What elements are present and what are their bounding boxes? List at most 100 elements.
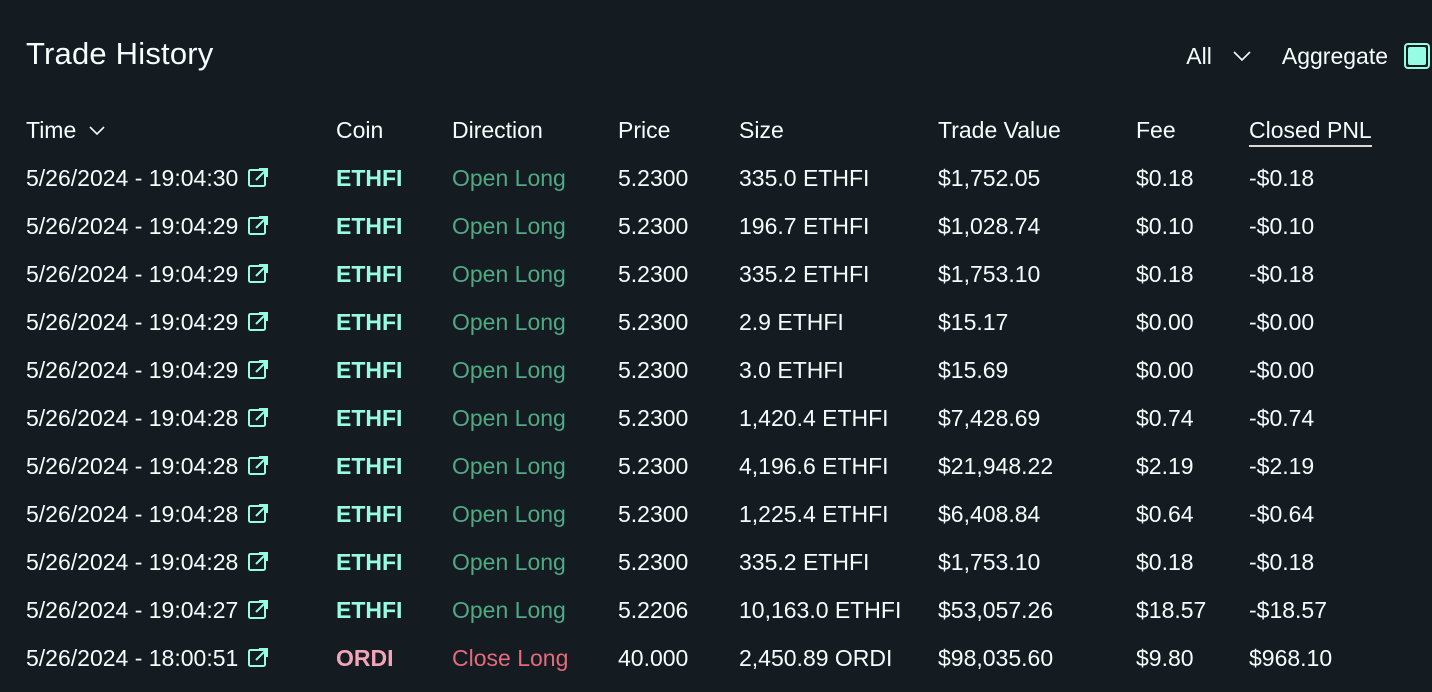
time-cell: 5/26/2024 - 19:04:29 bbox=[26, 202, 336, 250]
page-title: Trade History bbox=[26, 36, 214, 71]
table-row: 5/26/2024 - 19:04:29 ETHFI Open Long 5.2300… bbox=[26, 202, 1389, 250]
price-cell: 5.2300 bbox=[618, 164, 689, 191]
trade-history-table: Time Coin Direction Price Size Trade Val… bbox=[26, 106, 1389, 682]
checkbox-checked-indicator bbox=[1408, 47, 1426, 65]
closed-pnl-cell: -$0.18 bbox=[1249, 260, 1315, 287]
closed-pnl-cell: -$0.10 bbox=[1249, 212, 1315, 239]
size-cell: 196.7 ETHFI bbox=[739, 212, 870, 239]
column-header-time[interactable]: Time bbox=[26, 106, 336, 154]
coin-link[interactable]: ETHFI bbox=[336, 500, 403, 527]
price-cell: 5.2300 bbox=[618, 500, 689, 527]
time-cell: 5/26/2024 - 19:04:28 bbox=[26, 394, 336, 442]
time-value: 5/26/2024 - 19:04:29 bbox=[26, 308, 239, 335]
table-row: 5/26/2024 - 19:04:30 ETHFI Open Long 5.2300… bbox=[26, 154, 1389, 202]
time-cell: 5/26/2024 - 19:04:27 bbox=[26, 586, 336, 634]
direction-cell: Open Long bbox=[452, 500, 566, 527]
column-header-closed-pnl[interactable]: Closed PNL bbox=[1249, 106, 1389, 154]
time-value: 5/26/2024 - 18:00:51 bbox=[26, 644, 239, 671]
time-cell: 5/26/2024 - 19:04:29 bbox=[26, 346, 336, 394]
closed-pnl-cell: -$0.74 bbox=[1249, 404, 1315, 431]
size-cell: 335.2 ETHFI bbox=[739, 548, 870, 575]
time-value: 5/26/2024 - 19:04:28 bbox=[26, 548, 239, 575]
time-cell: 5/26/2024 - 19:04:30 bbox=[26, 154, 336, 202]
column-header-direction: Direction bbox=[452, 116, 543, 143]
price-cell: 5.2300 bbox=[618, 260, 689, 287]
external-link-icon[interactable] bbox=[247, 311, 269, 333]
table-row: 5/26/2024 - 19:04:27 ETHFI Open Long 5.2206… bbox=[26, 586, 1389, 634]
coin-link[interactable]: ETHFI bbox=[336, 596, 403, 623]
price-cell: 5.2300 bbox=[618, 404, 689, 431]
table-row: 5/26/2024 - 19:04:28 ETHFI Open Long 5.2300… bbox=[26, 442, 1389, 490]
trade-value-cell: $1,752.05 bbox=[938, 164, 1041, 191]
external-link-icon[interactable] bbox=[247, 359, 269, 381]
external-link-icon[interactable] bbox=[247, 167, 269, 189]
trade-value-cell: $1,753.10 bbox=[938, 260, 1041, 287]
size-cell: 2,450.89 ORDI bbox=[739, 644, 893, 671]
coin-link[interactable]: ETHFI bbox=[336, 356, 403, 383]
time-cell: 5/26/2024 - 19:04:28 bbox=[26, 538, 336, 586]
fee-cell: $0.18 bbox=[1136, 260, 1194, 287]
price-cell: 5.2206 bbox=[618, 596, 689, 623]
time-value: 5/26/2024 - 19:04:28 bbox=[26, 500, 239, 527]
time-value: 5/26/2024 - 19:04:29 bbox=[26, 212, 239, 239]
direction-cell: Open Long bbox=[452, 596, 566, 623]
price-cell: 5.2300 bbox=[618, 212, 689, 239]
fee-cell: $0.18 bbox=[1136, 548, 1194, 575]
direction-cell: Open Long bbox=[452, 548, 566, 575]
fee-cell: $0.64 bbox=[1136, 500, 1194, 527]
price-cell: 5.2300 bbox=[618, 548, 689, 575]
closed-pnl-cell: -$0.18 bbox=[1249, 548, 1315, 575]
coin-link[interactable]: ETHFI bbox=[336, 308, 403, 335]
coin-link[interactable]: ETHFI bbox=[336, 452, 403, 479]
time-value: 5/26/2024 - 19:04:29 bbox=[26, 260, 239, 287]
aggregate-checkbox[interactable] bbox=[1404, 43, 1430, 69]
table-row: 5/26/2024 - 19:04:29 ETHFI Open Long 5.2300… bbox=[26, 346, 1389, 394]
table-row: 5/26/2024 - 19:04:29 ETHFI Open Long 5.2300… bbox=[26, 250, 1389, 298]
coin-link[interactable]: ETHFI bbox=[336, 164, 403, 191]
coin-link[interactable]: ORDI bbox=[336, 644, 394, 671]
external-link-icon[interactable] bbox=[247, 407, 269, 429]
closed-pnl-cell: -$2.19 bbox=[1249, 452, 1315, 479]
table-body: 5/26/2024 - 19:04:30 ETHFI Open Long 5.2300… bbox=[26, 154, 1389, 682]
coin-link[interactable]: ETHFI bbox=[336, 548, 403, 575]
trade-value-cell: $1,028.74 bbox=[938, 212, 1041, 239]
time-value: 5/26/2024 - 19:04:27 bbox=[26, 596, 239, 623]
size-cell: 1,420.4 ETHFI bbox=[739, 404, 889, 431]
direction-cell: Open Long bbox=[452, 164, 566, 191]
closed-pnl-cell: -$0.64 bbox=[1249, 500, 1315, 527]
coin-link[interactable]: ETHFI bbox=[336, 404, 403, 431]
trade-value-cell: $7,428.69 bbox=[938, 404, 1041, 431]
coin-link[interactable]: ETHFI bbox=[336, 212, 403, 239]
trade-value-cell: $6,408.84 bbox=[938, 500, 1041, 527]
price-cell: 40.000 bbox=[618, 644, 689, 671]
filter-dropdown-label: All bbox=[1186, 42, 1212, 69]
external-link-icon[interactable] bbox=[247, 263, 269, 285]
direction-cell: Open Long bbox=[452, 260, 566, 287]
table-row: 5/26/2024 - 18:00:51 ORDI Close Long 40.000… bbox=[26, 634, 1389, 682]
external-link-icon[interactable] bbox=[247, 455, 269, 477]
fee-cell: $0.10 bbox=[1136, 212, 1194, 239]
trade-value-cell: $1,753.10 bbox=[938, 548, 1041, 575]
fee-cell: $9.80 bbox=[1136, 644, 1194, 671]
table-row: 5/26/2024 - 19:04:28 ETHFI Open Long 5.2300… bbox=[26, 394, 1389, 442]
external-link-icon[interactable] bbox=[247, 551, 269, 573]
external-link-icon[interactable] bbox=[247, 215, 269, 237]
table-row: 5/26/2024 - 19:04:28 ETHFI Open Long 5.2300… bbox=[26, 538, 1389, 586]
external-link-icon[interactable] bbox=[247, 503, 269, 525]
coin-link[interactable]: ETHFI bbox=[336, 260, 403, 287]
closed-pnl-cell: $968.10 bbox=[1249, 644, 1333, 671]
fee-cell: $0.00 bbox=[1136, 356, 1194, 383]
direction-cell: Close Long bbox=[452, 644, 569, 671]
price-cell: 5.2300 bbox=[618, 308, 689, 335]
fee-cell: $0.18 bbox=[1136, 164, 1194, 191]
external-link-icon[interactable] bbox=[247, 647, 269, 669]
aggregate-label: Aggregate bbox=[1281, 42, 1388, 69]
column-header-size: Size bbox=[739, 116, 784, 143]
direction-cell: Open Long bbox=[452, 308, 566, 335]
closed-pnl-cell: -$0.00 bbox=[1249, 356, 1315, 383]
table-row: 5/26/2024 - 19:04:28 ETHFI Open Long 5.2300… bbox=[26, 490, 1389, 538]
external-link-icon[interactable] bbox=[247, 599, 269, 621]
time-cell: 5/26/2024 - 19:04:28 bbox=[26, 442, 336, 490]
filter-dropdown[interactable]: All bbox=[1186, 43, 1252, 70]
size-cell: 335.0 ETHFI bbox=[739, 164, 870, 191]
